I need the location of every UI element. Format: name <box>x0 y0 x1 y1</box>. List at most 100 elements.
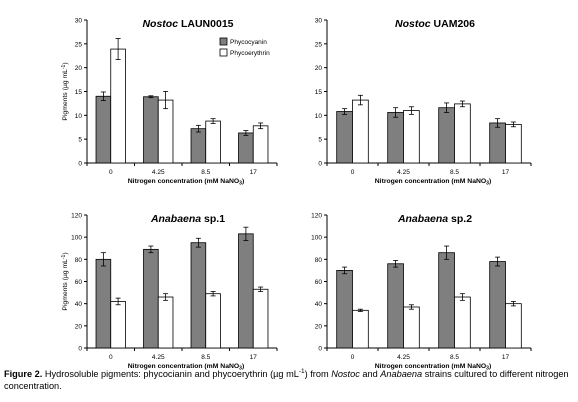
y-tick-label: 15 <box>315 89 323 96</box>
caption-sup: -1 <box>298 368 305 375</box>
x-tick-label: 0 <box>351 169 355 176</box>
x-axis-label-text: Nitrogen concentration (mM NaNO <box>128 178 239 185</box>
bar-phycoerythrin <box>205 293 221 349</box>
legend-swatch <box>219 37 228 46</box>
bar-phycocyanin <box>190 242 207 349</box>
x-tick-label: 4.25 <box>152 354 165 361</box>
bar-phycoerythrin <box>403 110 420 164</box>
caption-label: Figure 2. <box>4 369 43 380</box>
x-axis-label-end: ) <box>489 178 491 185</box>
chart-panel-3: Anabaena sp.1 0 20 40 60 80 100 120 0 4.25 8.5 17 Ni… <box>61 213 278 372</box>
bar-phycocyanin <box>336 270 353 349</box>
x-axis-label-end: ) <box>489 363 491 370</box>
legend-label: Phycoerythrin <box>230 50 270 57</box>
bar-phycocyanin <box>95 258 112 349</box>
bar-phycocyanin <box>438 107 455 164</box>
x-tick-label: 4.25 <box>397 354 410 361</box>
y-tick-label: 30 <box>315 18 323 25</box>
y-axis-label-text: Pigments (µg mL <box>62 69 69 121</box>
bar-phycoerythrin <box>252 125 269 164</box>
figure-caption: Figure 2. Hydrosoluble pigments: phycoci… <box>4 366 574 392</box>
x-axis-label-sub: 3 <box>486 366 489 372</box>
bar-phycoerythrin <box>157 99 174 164</box>
x-tick-label: 17 <box>250 169 258 176</box>
y-tick-label: 0 <box>318 346 322 353</box>
bar-phycoerythrin <box>110 48 126 164</box>
x-tick-label: 17 <box>502 354 510 361</box>
x-tick-label: 8.5 <box>201 169 210 176</box>
bar-phycoerythrin <box>454 296 471 349</box>
bar-phycocyanin <box>238 132 254 164</box>
bar-phycoerythrin <box>252 288 269 349</box>
y-tick-label: 0 <box>318 161 322 168</box>
x-axis-label-text: Nitrogen concentration (mM NaNO <box>375 363 486 370</box>
caption-text-4: strains cultured to different nitrogen c… <box>4 369 569 392</box>
chart-title-genus: Nostoc <box>395 18 431 30</box>
y-tick-label: 20 <box>315 323 323 330</box>
y-axis-label-sup: -1 <box>61 64 67 69</box>
bar-phycocyanin <box>489 122 506 164</box>
x-axis-label-sub: 3 <box>239 181 242 187</box>
x-axis-label-text: Nitrogen concentration (mM NaNO <box>375 178 486 185</box>
y-tick-label: 60 <box>315 279 323 286</box>
x-tick-label: 4.25 <box>397 169 410 176</box>
chart-title-strain: UAM206 <box>431 18 476 30</box>
bar-phycocyanin <box>238 233 254 349</box>
y-tick-label: 20 <box>75 65 83 72</box>
y-tick-label: 120 <box>311 213 322 220</box>
y-tick-label: 80 <box>75 257 83 264</box>
y-tick-label: 40 <box>75 301 83 308</box>
chart-title-strain: sp.2 <box>448 213 472 225</box>
caption-text-2: ) from <box>304 369 332 380</box>
chart-title-strain: LAUN0015 <box>178 18 234 30</box>
bar-phycoerythrin <box>505 123 522 164</box>
chart-title: Anabaena sp.2 <box>397 213 472 225</box>
x-tick-label: 0 <box>109 354 113 361</box>
y-tick-label: 60 <box>75 279 83 286</box>
chart-panel-2: Nostoc UAM206 0 5 10 15 20 25 30 0 4.25 8.5 17 Nitro… <box>315 18 532 187</box>
y-axis-label-end: ) <box>62 252 69 254</box>
caption-italic-anabaena: Anabaena <box>380 369 423 380</box>
chart-title: Anabaena sp.1 <box>150 213 225 225</box>
x-tick-label: 0 <box>351 354 355 361</box>
y-tick-label: 0 <box>78 346 82 353</box>
x-axis-label: Nitrogen concentration (mM NaNO3) <box>375 178 491 187</box>
bar-phycocyanin <box>387 263 404 349</box>
y-tick-label: 10 <box>315 113 323 120</box>
x-axis-label-sub: 3 <box>239 366 242 372</box>
y-tick-label: 40 <box>315 301 323 308</box>
bar-phycoerythrin <box>454 103 471 164</box>
x-axis-label-text: Nitrogen concentration (mM NaNO <box>128 363 239 370</box>
bar-phycoerythrin <box>205 120 221 164</box>
bar-phycocyanin <box>143 96 159 164</box>
x-axis-label: Nitrogen concentration (mM NaNO3) <box>128 178 244 187</box>
chart-title-genus: Nostoc <box>142 18 178 30</box>
x-tick-label: 17 <box>250 354 258 361</box>
x-axis-label-end: ) <box>242 178 244 185</box>
y-tick-label: 0 <box>78 161 82 168</box>
x-axis-label: Nitrogen concentration (mM NaNO3) <box>375 363 491 372</box>
y-tick-label: 15 <box>75 89 83 96</box>
caption-text-3: and <box>359 369 381 380</box>
y-tick-label: 25 <box>315 41 323 48</box>
y-axis-label: Pigments (µg mL-1) <box>61 252 69 310</box>
caption-italic-nostoc: Nostoc <box>331 369 360 380</box>
y-tick-label: 5 <box>78 137 82 144</box>
y-tick-label: 30 <box>75 18 83 25</box>
bar-phycoerythrin <box>110 301 126 349</box>
y-tick-label: 5 <box>318 137 322 144</box>
bar-phycocyanin <box>438 252 455 349</box>
bar-phycoerythrin <box>403 306 420 349</box>
chart-panel-1: Nostoc LAUN0015 0 5 10 15 20 25 30 0 4.25 8.5 17 Nit… <box>61 18 278 187</box>
bar-phycocyanin <box>336 111 353 164</box>
y-axis-label-sup: -1 <box>61 254 67 259</box>
y-tick-label: 20 <box>75 323 83 330</box>
bar-phycocyanin <box>190 128 207 164</box>
y-tick-label: 100 <box>311 235 322 242</box>
y-tick-label: 120 <box>71 213 82 220</box>
bar-phycoerythrin <box>157 296 174 349</box>
x-tick-label: 8.5 <box>450 169 459 176</box>
y-tick-label: 25 <box>75 41 83 48</box>
legend-label: Phycocyanin <box>230 39 267 46</box>
